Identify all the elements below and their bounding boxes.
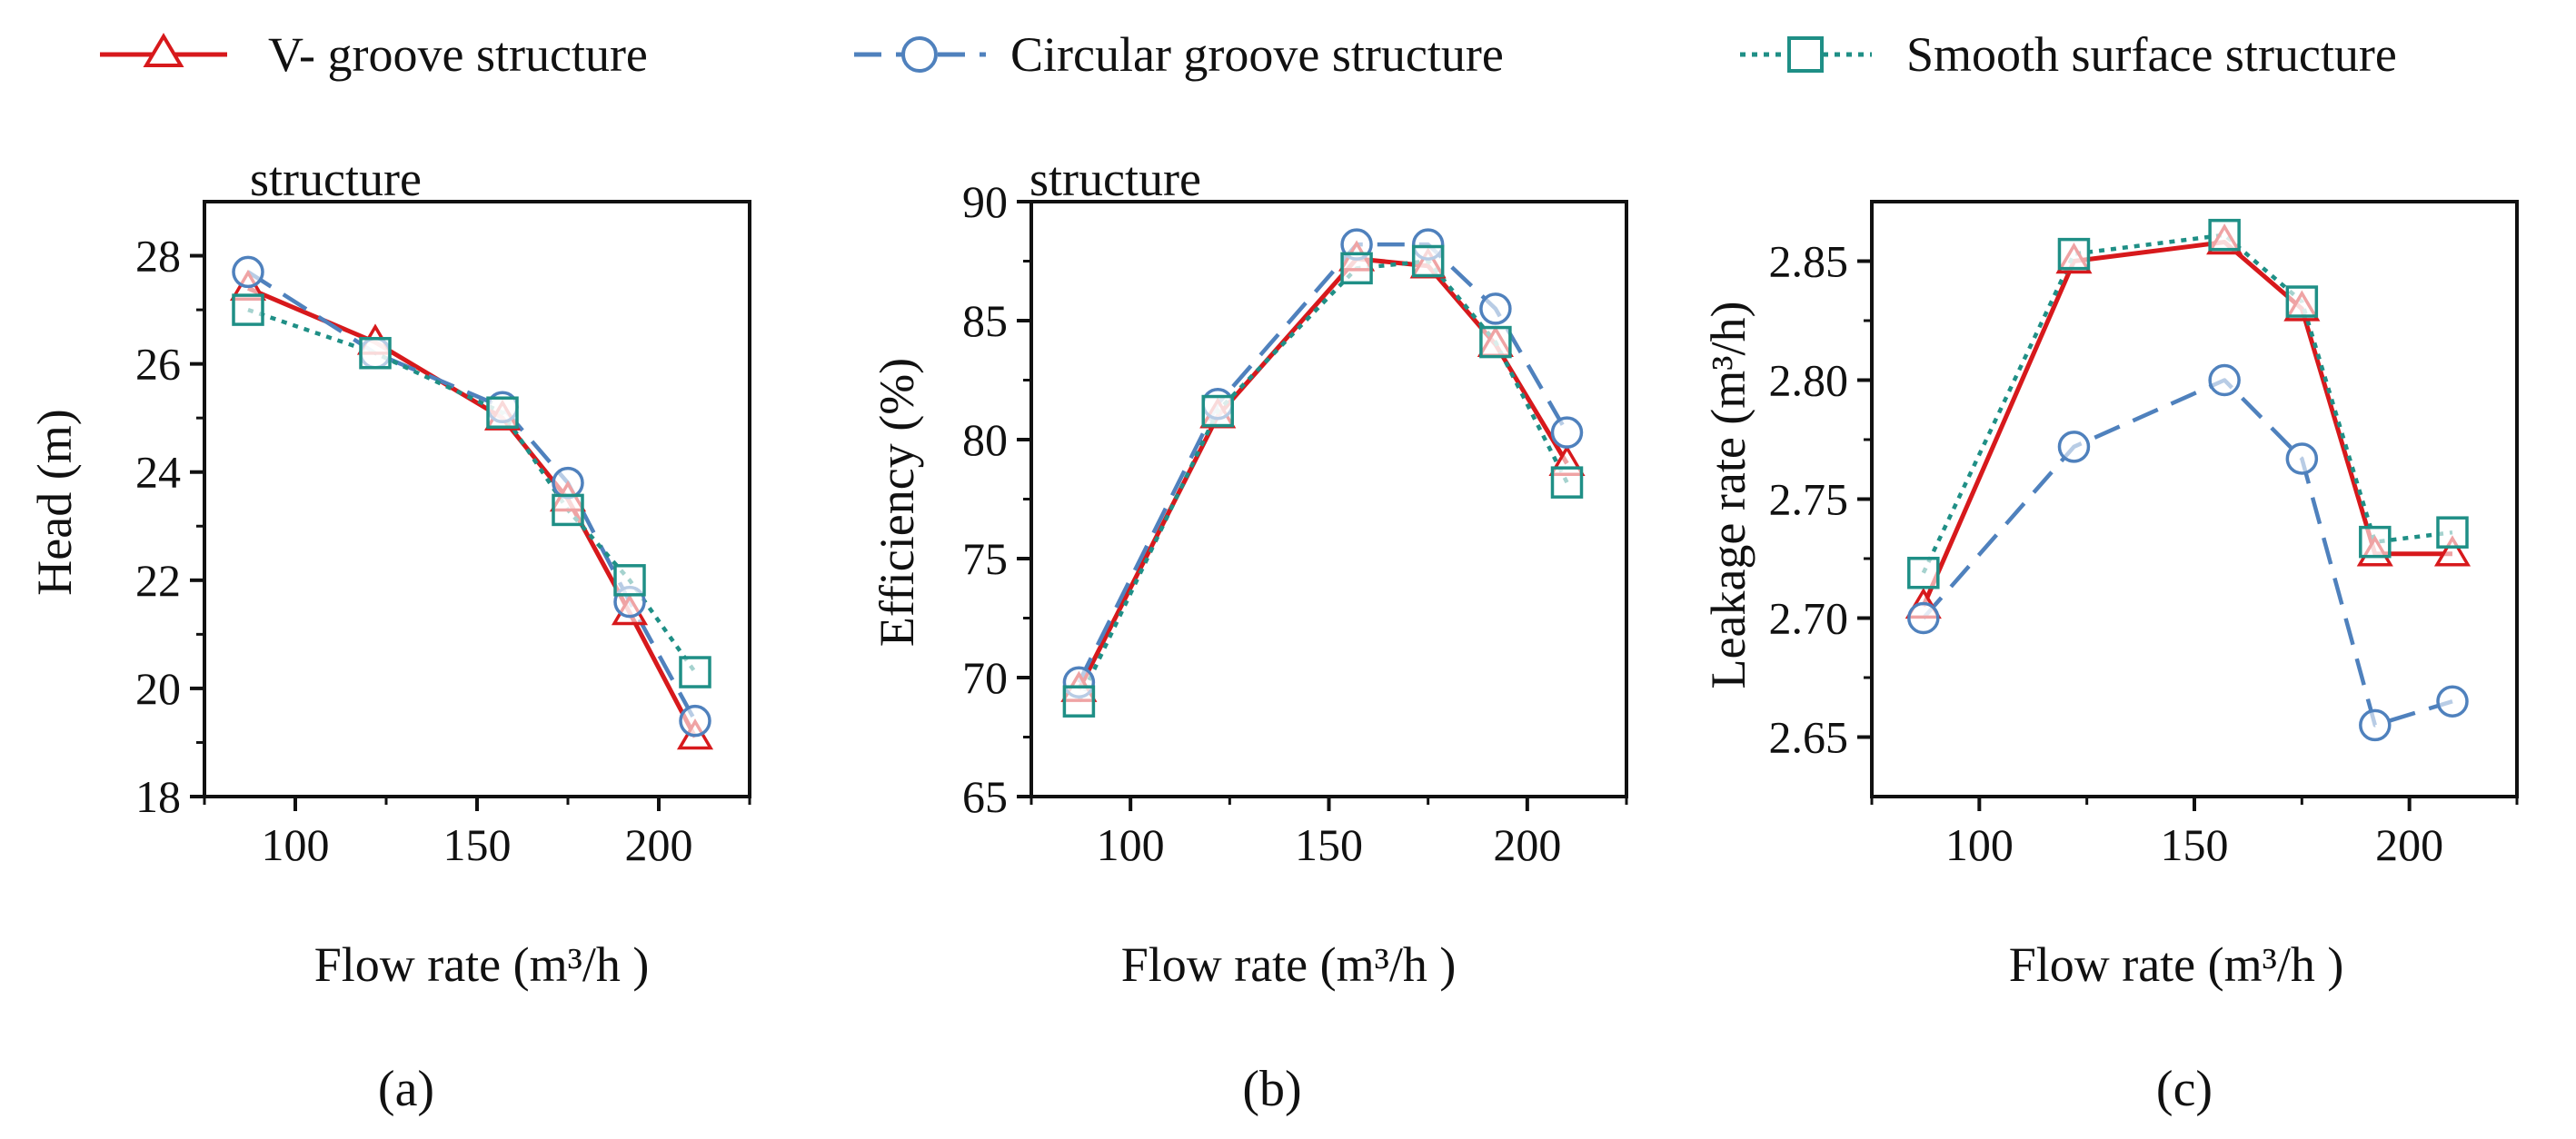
panel-a-series-s-point — [679, 656, 711, 688]
panel-a-ytick-label: 24 — [135, 447, 181, 498]
legend: V- groove structure Circular groove stru… — [100, 27, 2397, 82]
panel-c-series-c-point — [2436, 685, 2469, 718]
panel-a-xtick-label: 150 — [443, 819, 512, 870]
panel-c-series-c-point — [2285, 442, 2319, 475]
panel-c-xlabel: Flow rate (m³/h ) — [2009, 937, 2344, 992]
panel-c-series-c-point — [1907, 601, 1940, 635]
panel-c-series-s-point — [2208, 218, 2241, 252]
panel-a-series-s-point — [613, 564, 646, 597]
panel-b-xtick-label: 150 — [1295, 819, 1363, 870]
panel-c-series-c-line — [1922, 378, 2453, 728]
panel-c-xtick-label: 150 — [2161, 819, 2229, 870]
panel-a-series-s-point — [359, 336, 392, 370]
panel-b-series-s-point — [1411, 244, 1445, 278]
panel-c-xtick-label: 200 — [2375, 819, 2443, 870]
panel-b-series-s-point — [1340, 252, 1373, 285]
legend-item-v-groove: V- groove structure — [100, 27, 648, 82]
legend-item-circular-groove: Circular groove structure — [854, 27, 1504, 82]
panel-a-series-s-point — [486, 396, 519, 429]
panel-b-xtick-label: 100 — [1097, 819, 1165, 870]
panel-b-series-s-point — [1201, 394, 1234, 428]
panel-a-stray-title: structure — [250, 152, 422, 206]
panel-a-ylabel: Head (m) — [27, 409, 82, 595]
panel-c-ytick-label: 2.75 — [1769, 474, 1849, 525]
panel-a-series-v-line — [247, 285, 698, 738]
panel-a-xtick-label: 200 — [625, 819, 693, 870]
panel-a-series-s-line — [247, 307, 697, 674]
panel-a-series-s-point — [552, 493, 584, 527]
panel-c-series-s-point — [2359, 525, 2392, 559]
panel-c-series-s-line — [1921, 233, 2453, 574]
panel-b-xtick-label: 200 — [1493, 819, 1561, 870]
panel-c-series-s-point — [1907, 556, 1940, 589]
legend-label-v-groove: V- groove structure — [268, 27, 648, 82]
panel-a-series-c-point — [232, 255, 264, 289]
panel-b-ytick-label: 65 — [962, 771, 1008, 822]
panel-a: 100 150 200 18 20 22 24 26 28 — [135, 200, 751, 870]
panel-c-series-s-point — [2436, 516, 2469, 549]
panel-a-ytick-label: 18 — [135, 771, 181, 822]
panel-b-series-s-point — [1479, 325, 1512, 359]
panel-c-ytick-label: 2.65 — [1769, 712, 1849, 763]
panel-c-ytick-label: 2.85 — [1769, 236, 1849, 287]
panel-c-series-c-point — [2208, 363, 2241, 397]
panel-a-ytick-label: 22 — [135, 555, 181, 606]
panel-a-ytick-label: 28 — [135, 231, 181, 282]
panel-b-series-s-point — [1062, 685, 1096, 718]
panel-c-ylabel: Leakage rate (m³/h) — [1701, 302, 1755, 689]
panel-b-series-s-point — [1550, 466, 1584, 499]
panel-b-ytick-label: 90 — [962, 176, 1008, 227]
panel-c: 100 150 200 2.65 2.70 2.75 2.80 2.85 — [1769, 200, 2519, 870]
legend-label-circular-groove: Circular groove structure — [1010, 27, 1504, 82]
legend-marker-circular-groove — [901, 36, 938, 73]
panel-c-series-c-point — [2057, 431, 2091, 463]
legend-label-smooth-surface: Smooth surface structure — [1906, 27, 2397, 82]
panel-a-series-s-point — [232, 293, 264, 326]
panel-a-xtick-label: 100 — [262, 819, 330, 870]
panel-b-tag: (b) — [1242, 1061, 1301, 1117]
panel-c-series-s-point — [2057, 237, 2091, 271]
panel-c-tag: (c) — [2156, 1061, 2213, 1117]
panel-a-series-c-line — [246, 270, 697, 722]
legend-marker-v-groove — [143, 33, 184, 67]
panel-b-series-c-point — [1479, 292, 1512, 325]
panel-b-ytick-label: 85 — [962, 295, 1008, 346]
panel-b-ytick-label: 80 — [962, 414, 1008, 465]
panel-b: 100 150 200 65 70 75 80 85 90 — [962, 176, 1628, 870]
panel-b-ytick-label: 70 — [962, 652, 1008, 703]
legend-item-smooth-surface: Smooth surface structure — [1740, 27, 2397, 82]
panel-c-series-s-point — [2285, 285, 2319, 318]
panel-b-stray-title: structure — [1029, 152, 1201, 206]
panel-c-series-v-point — [2433, 535, 2472, 567]
panel-b-xlabel: Flow rate (m³/h ) — [1121, 937, 1457, 992]
panel-b-ylabel: Efficiency (%) — [870, 358, 924, 647]
panel-a-tag: (a) — [378, 1061, 434, 1117]
panel-b-series-c-point — [1550, 416, 1584, 449]
legend-marker-smooth-surface — [1787, 36, 1824, 73]
panel-b-series-s-line — [1077, 259, 1569, 703]
panel-c-ytick-label: 2.80 — [1769, 355, 1849, 406]
panel-a-xlabel: Flow rate (m³/h ) — [314, 937, 650, 992]
panel-a-frame — [203, 200, 751, 798]
panel-c-series-c-point — [2359, 708, 2392, 742]
panel-c-xtick-label: 100 — [1945, 819, 2014, 870]
panel-c-ytick-label: 2.70 — [1769, 593, 1849, 644]
panel-a-series-c-point — [679, 704, 711, 738]
panel-b-ytick-label: 75 — [962, 533, 1008, 584]
panel-a-ytick-label: 20 — [135, 663, 181, 714]
panel-a-series-c-point — [552, 466, 584, 500]
panel-a-ytick-label: 26 — [135, 339, 181, 390]
